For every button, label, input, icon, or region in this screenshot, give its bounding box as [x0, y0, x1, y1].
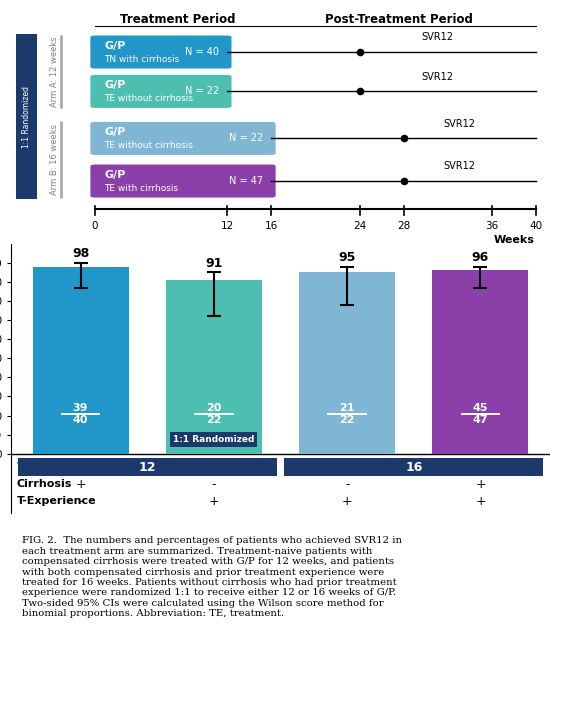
- Text: 21: 21: [339, 403, 355, 413]
- FancyBboxPatch shape: [90, 122, 275, 155]
- Bar: [33, 267, 128, 454]
- Text: 45: 45: [473, 403, 488, 413]
- Text: 1:1 Randomized: 1:1 Randomized: [22, 85, 31, 147]
- Bar: [284, 458, 543, 476]
- Bar: [16, 34, 37, 199]
- Text: 24: 24: [353, 221, 366, 231]
- Text: Arm B: 16 weeks: Arm B: 16 weeks: [50, 124, 59, 195]
- Text: 47: 47: [473, 414, 488, 424]
- Text: 22: 22: [206, 414, 222, 424]
- Text: 95: 95: [338, 251, 356, 264]
- Text: N = 40: N = 40: [185, 47, 219, 57]
- Text: Treatment Period: Treatment Period: [121, 13, 236, 26]
- Text: 16: 16: [405, 461, 422, 474]
- Text: SVR12: SVR12: [421, 72, 453, 82]
- Text: 28: 28: [397, 221, 411, 231]
- Text: Arm A: 12 weeks: Arm A: 12 weeks: [50, 36, 59, 107]
- Text: +: +: [475, 495, 486, 508]
- Text: 0: 0: [91, 221, 98, 231]
- Bar: [299, 273, 395, 454]
- Text: Weeks: Weeks: [494, 234, 535, 244]
- Text: 16: 16: [265, 221, 278, 231]
- Text: 40: 40: [530, 221, 543, 231]
- Text: 12: 12: [139, 461, 156, 474]
- Text: 22: 22: [339, 414, 355, 424]
- Text: Post-Treatment Period: Post-Treatment Period: [325, 13, 473, 26]
- FancyBboxPatch shape: [90, 35, 232, 69]
- Text: +: +: [209, 495, 219, 508]
- Text: FIG. 2.  The numbers and percentages of patients who achieved SVR12 in
each trea: FIG. 2. The numbers and percentages of p…: [22, 536, 402, 618]
- Text: +: +: [475, 478, 486, 491]
- Bar: [433, 270, 528, 454]
- Text: G/P: G/P: [104, 80, 126, 90]
- Text: 96: 96: [472, 251, 489, 264]
- Text: 12: 12: [220, 221, 234, 231]
- Text: 1:1 Randomized: 1:1 Randomized: [173, 435, 255, 444]
- FancyBboxPatch shape: [90, 75, 232, 108]
- Text: TE without cirrhosis: TE without cirrhosis: [104, 94, 194, 103]
- Text: +: +: [75, 478, 86, 491]
- Text: TE with cirrhosis: TE with cirrhosis: [104, 184, 178, 192]
- Bar: [166, 280, 262, 454]
- Text: 40: 40: [73, 414, 88, 424]
- Text: N = 22: N = 22: [229, 134, 263, 143]
- Text: 36: 36: [485, 221, 499, 231]
- Text: -: -: [211, 478, 216, 491]
- Text: Cirrhosis: Cirrhosis: [17, 479, 72, 489]
- Text: N = 47: N = 47: [229, 176, 263, 186]
- Text: SVR12: SVR12: [443, 119, 475, 129]
- Text: N = 22: N = 22: [185, 86, 219, 96]
- Text: SVR12: SVR12: [421, 33, 453, 42]
- Text: G/P: G/P: [104, 41, 126, 51]
- Text: TE without cirrhosis: TE without cirrhosis: [104, 141, 194, 150]
- Text: +: +: [342, 495, 352, 508]
- FancyBboxPatch shape: [90, 165, 275, 197]
- Text: -: -: [79, 495, 83, 508]
- Text: TN with cirrhosis: TN with cirrhosis: [104, 54, 180, 64]
- Text: T-Experience: T-Experience: [17, 497, 96, 506]
- Text: 39: 39: [73, 403, 88, 413]
- Text: G/P: G/P: [104, 127, 126, 137]
- Text: Weeks: Weeks: [17, 462, 57, 472]
- Text: 98: 98: [72, 247, 89, 260]
- Text: 91: 91: [205, 257, 223, 270]
- Text: 20: 20: [206, 403, 222, 413]
- Text: G/P: G/P: [104, 170, 126, 180]
- Text: SVR12: SVR12: [443, 161, 475, 171]
- Bar: [18, 458, 277, 476]
- Text: -: -: [345, 478, 350, 491]
